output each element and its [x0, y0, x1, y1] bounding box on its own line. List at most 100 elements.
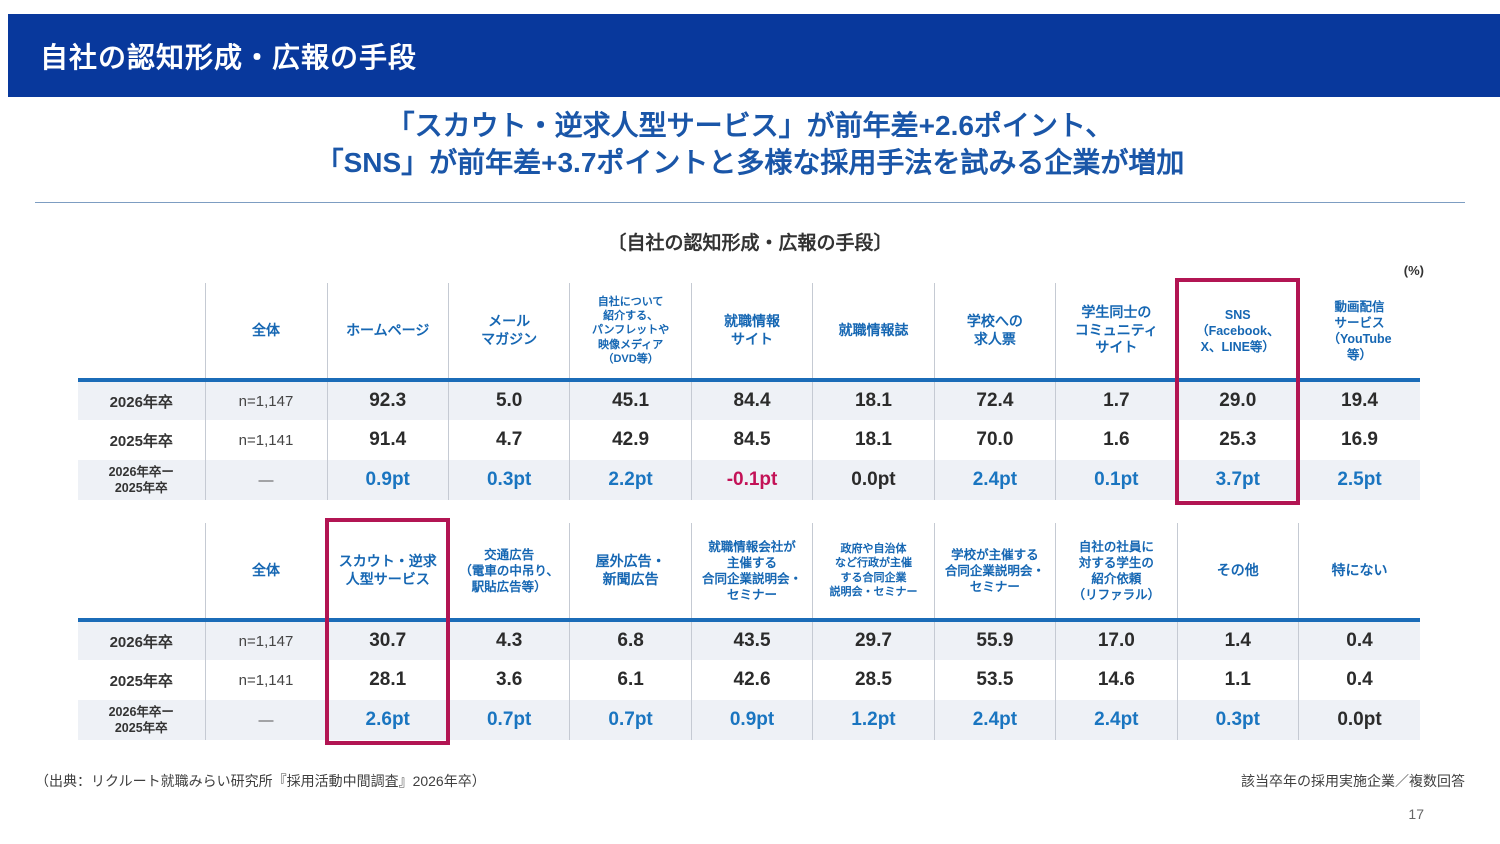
value-cell: 17.0: [1055, 620, 1178, 660]
upper-survey-table-container: 全体 ホームページ メール マガジン 自社について 紹介する、 パンフレットや 映像メディア（…: [78, 278, 1420, 505]
column-header-cell: 自社について 紹介する、 パンフレットや 映像メディア （DVD等）: [569, 283, 692, 382]
diff-value-cell: 0.3pt: [447, 460, 570, 500]
row-label-cell: 2025年卒: [109, 672, 173, 690]
lower-survey-table-container: 全体 スカウト・逆求 人型サービス 交通広告 （電車の中吊り、 駅貼広告等） 屋外広告・ 新聞…: [78, 518, 1420, 745]
diff-value-cell: 2.5pt: [1298, 460, 1420, 500]
column-header-cell: 自社の社員に 対する学生の 紹介依頼 （リファラル）: [1055, 523, 1178, 622]
diff-value-cell: -0.1pt: [690, 460, 813, 500]
value-cell: 1.1: [1176, 660, 1299, 700]
diff-value-cell: 0.7pt: [569, 700, 692, 740]
diff-value-cell: 2.4pt: [933, 700, 1056, 740]
value-cell: 91.4: [326, 420, 449, 460]
value-cell: 6.1: [569, 660, 692, 700]
key-message-line1: 「スカウト・逆求人型サービス」が前年差+2.6ポイント、: [386, 110, 1114, 141]
column-header-cell: 学校が主催する 合同企業説明会・ セミナー: [933, 523, 1056, 622]
value-cell: 28.1: [326, 660, 449, 700]
sample-size-cell: —: [204, 700, 327, 740]
value-cell: 1.6: [1055, 420, 1178, 460]
column-header-cell: 交通広告 （電車の中吊り、 駅貼広告等）: [447, 523, 570, 622]
corner-cell: [78, 523, 205, 622]
column-header-cell: 全体: [204, 283, 327, 382]
survey-table-2: 全体 スカウト・逆求 人型サービス 交通広告 （電車の中吊り、 駅貼広告等） 屋外広告・ 新聞…: [78, 523, 1420, 740]
table-row: 2026年卒 n=1,147 92.3 5.0 45.1 84.4 18.1 72.4 1.7 2…: [78, 380, 1420, 420]
key-message-line2: 「SNS」が前年差+3.7ポイントと多様な採用手法を試みる企業が増加: [315, 146, 1185, 178]
value-cell: 84.4: [690, 380, 813, 420]
diff-value-cell: 0.7pt: [447, 700, 570, 740]
column-header-cell: 政府や自治体 など行政が主催 する合同企業 説明会・セミナー: [812, 523, 935, 622]
diff-value-cell: 0.1pt: [1055, 460, 1178, 500]
diff-value-cell: 0.0pt: [812, 460, 935, 500]
diff-value-cell: 1.2pt: [812, 700, 935, 740]
column-header-cell: その他: [1176, 523, 1299, 622]
value-cell: 25.3: [1176, 420, 1299, 460]
column-header-cell: ホームページ: [326, 283, 449, 382]
diff-value-cell: 2.6pt: [326, 700, 449, 740]
sample-size-cell: n=1,141: [204, 420, 327, 460]
respondent-note: 該当卒年の採用実施企業／複数回答: [1241, 773, 1465, 789]
value-cell: 42.6: [690, 660, 813, 700]
value-cell: 43.5: [690, 620, 813, 660]
column-header-cell: 就職情報誌: [812, 283, 935, 382]
value-cell: 16.9: [1298, 420, 1420, 460]
diff-value-cell: 2.4pt: [933, 460, 1056, 500]
value-cell: 53.5: [933, 660, 1056, 700]
column-header-cell: 就職情報会社が 主催する 合同企業説明会・ セミナー: [690, 523, 813, 622]
sample-size-cell: n=1,147: [204, 380, 327, 420]
diff-value-cell: 3.7pt: [1176, 460, 1299, 500]
column-header-cell: メール マガジン: [447, 283, 570, 382]
slide-title-bar: 自社の認知形成・広報の手段: [8, 14, 1500, 97]
diff-value-cell: 0.3pt: [1176, 700, 1299, 740]
value-cell: 18.1: [812, 420, 935, 460]
row-label-cell: 2026年卒: [109, 393, 173, 411]
value-cell: 4.7: [447, 420, 570, 460]
value-cell: 84.5: [690, 420, 813, 460]
table-row: 2026年卒ー 2025年卒 —2.6pt 0.7pt 0.7pt 0.9pt 1.2pt 2…: [78, 700, 1420, 740]
table-row: 2026年卒 n=1,147 30.7 4.3 6.8 43.5 29.7 55.9 17.0 1…: [78, 620, 1420, 660]
source-citation: （出典：リクルート就職みらい研究所『採用活動中間調査』2026年卒）: [35, 773, 486, 789]
value-cell: 28.5: [812, 660, 935, 700]
value-cell: 18.1: [812, 380, 935, 420]
sample-size-cell: —: [204, 460, 327, 500]
column-header-cell: 学生同士の コミュニティ サイト: [1055, 283, 1178, 382]
table-row: 2026年卒ー 2025年卒 —0.9pt 0.3pt 2.2pt -0.1pt 0.0pt…: [78, 460, 1420, 500]
column-header-cell: 特にない: [1298, 523, 1420, 622]
column-header-cell: 全体: [204, 523, 327, 622]
diff-value-cell: 2.2pt: [569, 460, 692, 500]
value-cell: 29.7: [812, 620, 935, 660]
value-cell: 55.9: [933, 620, 1056, 660]
diff-value-cell: 0.9pt: [326, 460, 449, 500]
value-cell: 30.7: [326, 620, 449, 660]
row-label-cell: 2026年卒ー 2025年卒: [108, 464, 174, 495]
value-cell: 4.3: [447, 620, 570, 660]
row-label-cell: 2026年卒ー 2025年卒: [108, 704, 174, 735]
value-cell: 45.1: [569, 380, 692, 420]
value-cell: 0.4: [1298, 620, 1420, 660]
value-cell: 5.0: [447, 380, 570, 420]
table-row: 2025年卒 n=1,141 91.4 4.7 42.9 84.5 18.1 70.0 1.6 2…: [78, 420, 1420, 460]
page-title: 自社の認知形成・広報の手段: [40, 41, 418, 73]
survey-table-1: 全体 ホームページ メール マガジン 自社について 紹介する、 パンフレットや 映像メディア（…: [78, 283, 1420, 500]
value-cell: 14.6: [1055, 660, 1178, 700]
value-cell: 72.4: [933, 380, 1056, 420]
page-number: 17: [1408, 806, 1424, 822]
key-message: 「スカウト・逆求人型サービス」が前年差+2.6ポイント、 「SNS」が前年差+3…: [0, 108, 1500, 182]
corner-cell: [78, 283, 205, 382]
row-label-cell: 2025年卒: [109, 432, 173, 450]
diff-value-cell: 2.4pt: [1055, 700, 1178, 740]
column-header-cell: 動画配信 サービス （YouTube 等）: [1298, 283, 1420, 382]
value-cell: 1.7: [1055, 380, 1178, 420]
value-cell: 3.6: [447, 660, 570, 700]
column-header-cell: 屋外広告・ 新聞広告: [569, 523, 692, 622]
row-label-cell: 2026年卒: [109, 633, 173, 651]
horizontal-divider: [35, 202, 1465, 203]
percent-unit-label: (%): [1403, 263, 1424, 278]
column-header-cell: 学校への 求人票: [933, 283, 1056, 382]
column-header-cell: スカウト・逆求 人型サービス: [326, 523, 449, 622]
diff-value-cell: 0.0pt: [1298, 700, 1420, 740]
value-cell: 92.3: [326, 380, 449, 420]
value-cell: 1.4: [1176, 620, 1299, 660]
diff-value-cell: 0.9pt: [690, 700, 813, 740]
sample-size-cell: n=1,141: [204, 660, 327, 700]
sample-size-cell: n=1,147: [204, 620, 327, 660]
value-cell: 0.4: [1298, 660, 1420, 700]
